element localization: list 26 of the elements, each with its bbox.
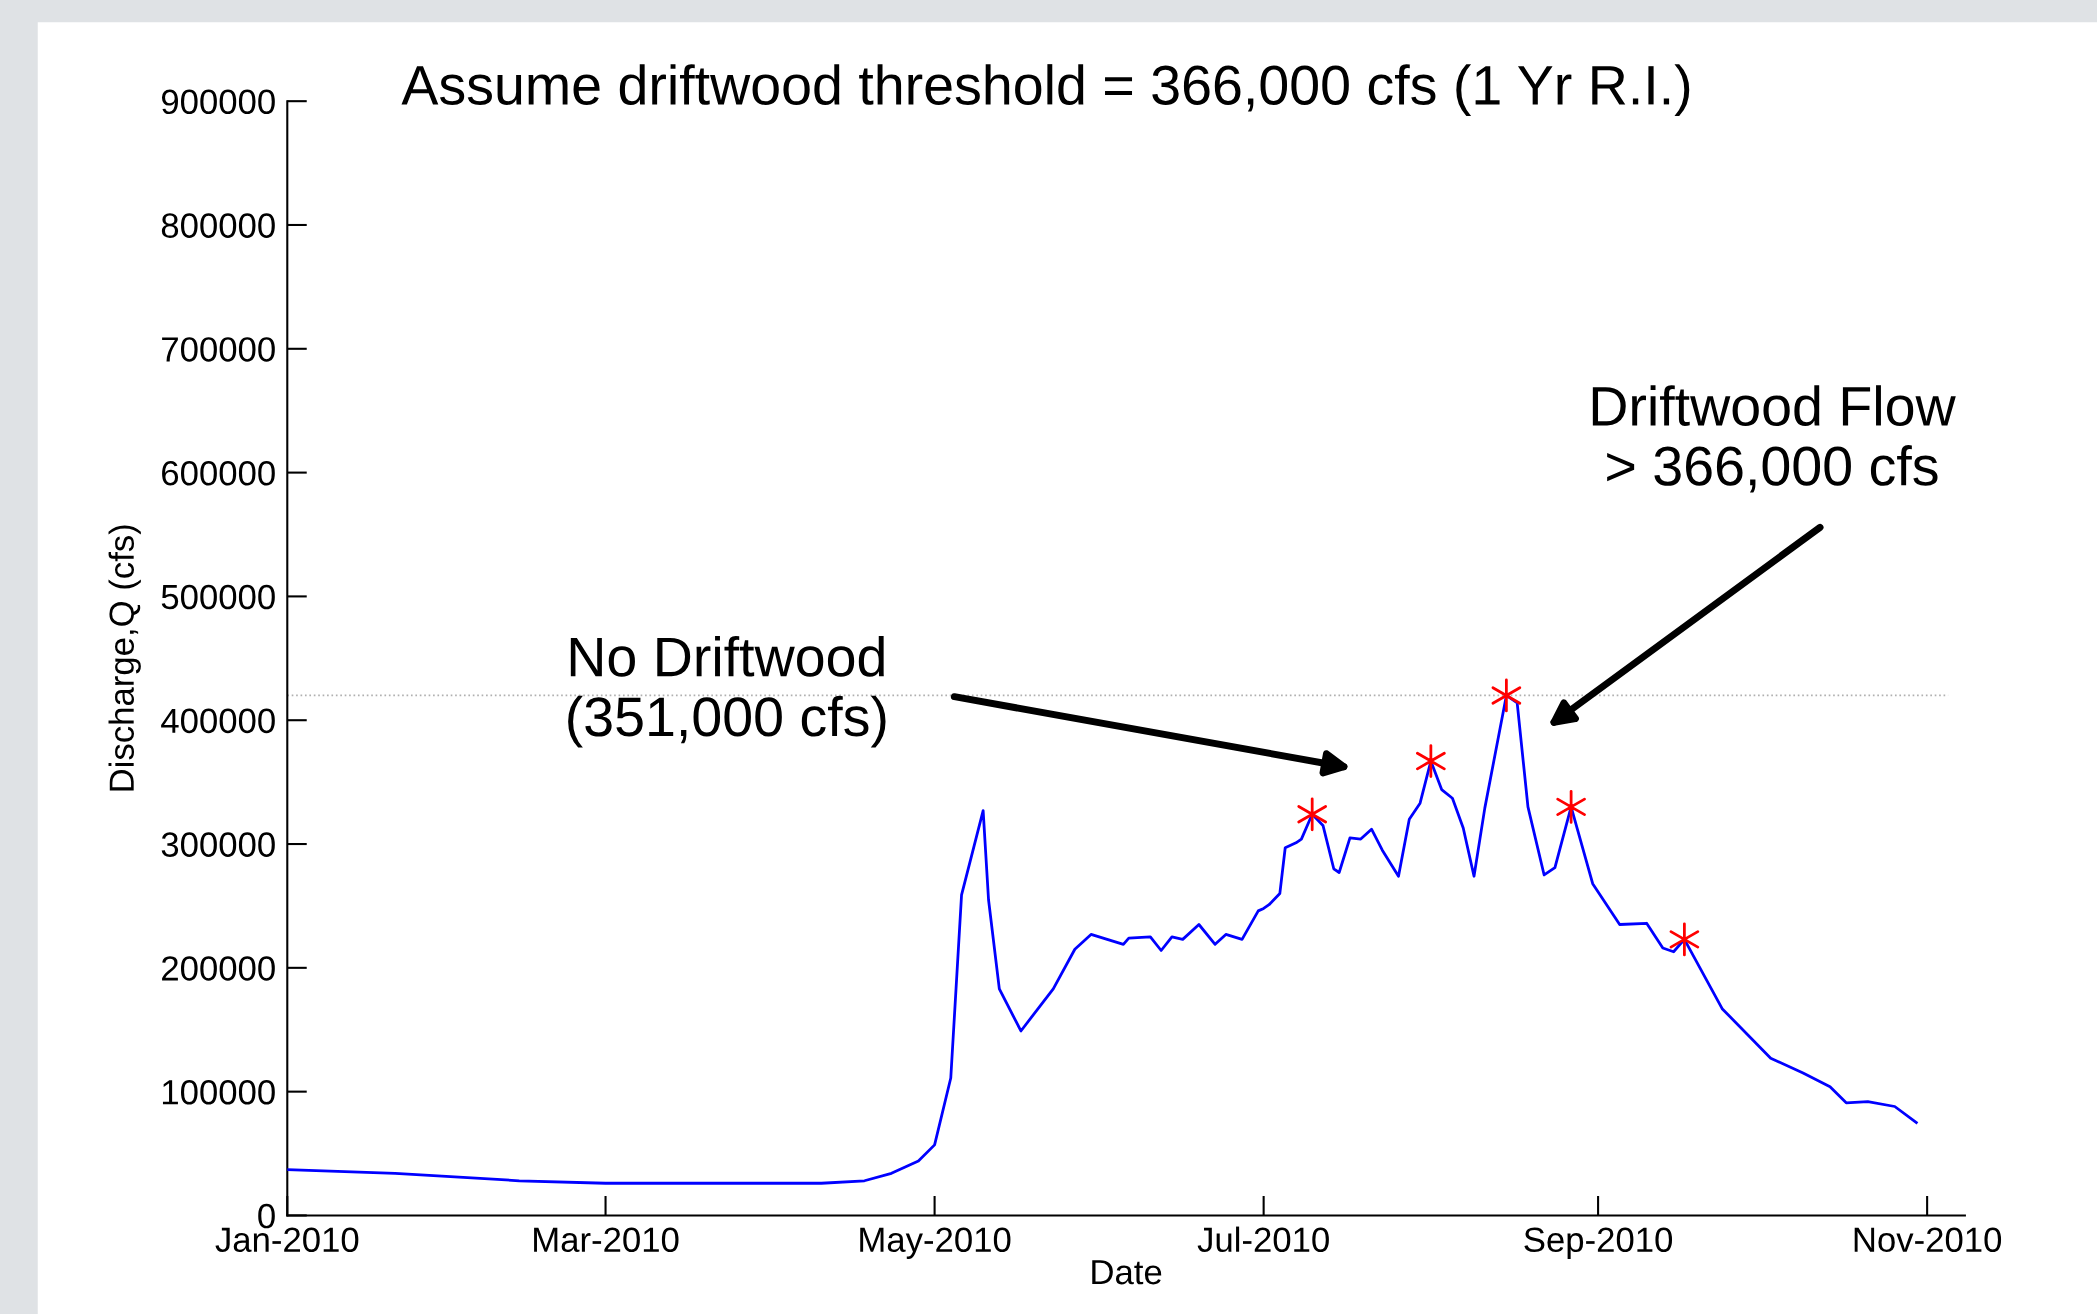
point — [1669, 922, 1700, 957]
x-axis-title: Date — [1092, 1260, 1162, 1285]
x-tick-label: Mar-2010 — [534, 1227, 679, 1253]
point — [1416, 744, 1446, 778]
y-tick-label: 900000 — [161, 89, 275, 115]
y-tick-label: 300000 — [161, 832, 275, 857]
point — [1491, 678, 1522, 713]
point — [1556, 789, 1586, 824]
x-tick-label: May-2010 — [860, 1227, 1011, 1259]
y-tick-label: 600000 — [162, 460, 275, 486]
x-tick-label: Nov-2010 — [1854, 1227, 2002, 1253]
y-tick-label: 100000 — [162, 1079, 275, 1105]
point — [1297, 797, 1328, 832]
y-axis-title: Discharge,Q (cfs) — [108, 525, 141, 791]
annotation: Driftwood Flow > 366,000 cfs — [1592, 385, 1956, 493]
x-tick-label: Sep-2010 — [1524, 1227, 1673, 1259]
y-tick-label: 0 — [258, 1203, 275, 1229]
y-tick-label: 700000 — [162, 337, 275, 362]
x-tick-label: Jul-2010 — [1197, 1226, 1329, 1253]
y-tick-label: 800000 — [161, 213, 275, 238]
y-tick-label: 200000 — [162, 956, 275, 981]
x-tick-label: Jan-2010 — [215, 1227, 359, 1253]
y-tick-label: 500000 — [161, 584, 275, 610]
chart-title: Assume driftwood threshold = 366,000 cfs (1 Yr R.I.) — [401, 64, 1690, 116]
annotation: No Driftwood (351,000 cfs) — [568, 635, 886, 748]
y-tick-label: 400000 — [161, 708, 275, 734]
